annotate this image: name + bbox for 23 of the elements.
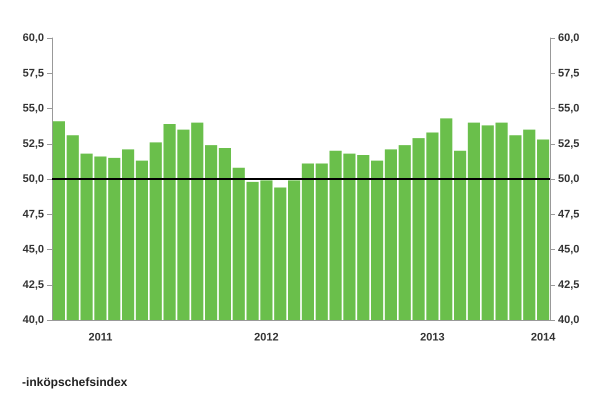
y2-tick-label: 45,0 — [558, 244, 580, 256]
y-tick-label: 45,0 — [22, 244, 44, 256]
y-tick-label: 57,5 — [22, 67, 44, 80]
y-tick-label: 55,0 — [22, 102, 44, 114]
y2-tick-label: 50,0 — [558, 173, 580, 185]
x-tick-label: 2012 — [254, 332, 279, 344]
y2-tick-label: 52,5 — [558, 138, 580, 150]
x-tick-label: 2014 — [530, 332, 556, 344]
x-tick-label: 2013 — [420, 332, 445, 344]
y2-tick-label: 60,0 — [558, 32, 580, 44]
y-tick-label: 60,0 — [22, 32, 44, 44]
y-tick-label: 42,5 — [22, 278, 44, 291]
x-tick-label: 2011 — [88, 332, 112, 344]
y-tick-label: 52,5 — [22, 138, 44, 150]
y2-tick-label: 40,0 — [558, 314, 580, 326]
y2-tick-label: 57,5 — [558, 67, 580, 80]
y2-tick-label: 47,5 — [558, 208, 580, 220]
y2-tick-label: 55,0 — [558, 102, 580, 114]
y-tick-label: 40,0 — [22, 314, 44, 326]
y2-tick-label: 42,5 — [558, 278, 580, 291]
y-tick-label: 50,0 — [22, 173, 44, 185]
y-tick-label: 47,5 — [22, 208, 44, 220]
text: -inköpschefsindex — [22, 375, 128, 389]
